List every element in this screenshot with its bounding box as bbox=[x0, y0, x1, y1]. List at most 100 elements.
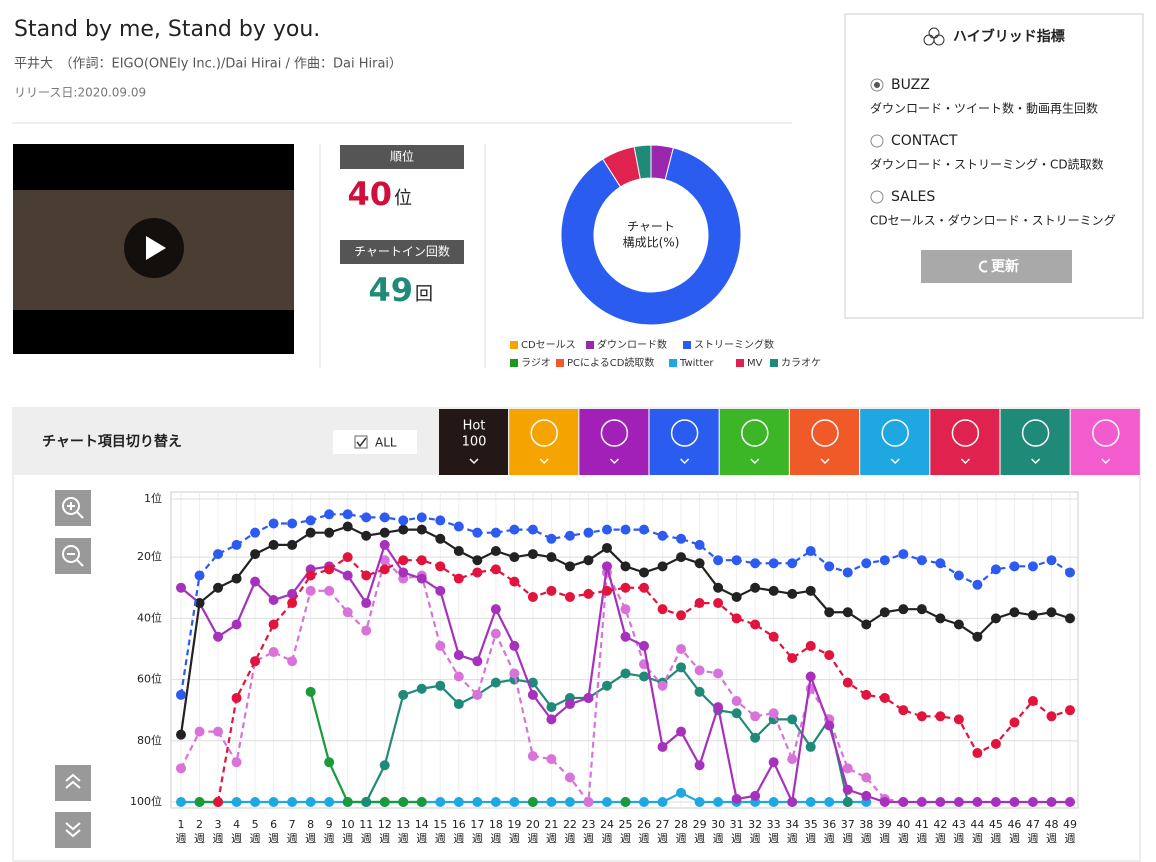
data-point[interactable] bbox=[768, 708, 779, 719]
data-point[interactable] bbox=[639, 567, 650, 578]
zoom-in[interactable] bbox=[55, 490, 91, 526]
data-point[interactable] bbox=[324, 757, 335, 768]
data-point[interactable] bbox=[527, 591, 538, 602]
data-point[interactable] bbox=[713, 555, 724, 566]
data-point[interactable] bbox=[824, 797, 835, 807]
data-point[interactable] bbox=[490, 628, 501, 639]
data-point[interactable] bbox=[713, 797, 724, 807]
data-point[interactable] bbox=[509, 668, 520, 679]
data-point[interactable] bbox=[1065, 797, 1075, 807]
chart-tab[interactable] bbox=[790, 409, 859, 475]
data-point[interactable] bbox=[194, 570, 205, 581]
data-point[interactable] bbox=[657, 680, 668, 691]
data-point[interactable] bbox=[620, 668, 631, 679]
data-point[interactable] bbox=[324, 527, 335, 538]
data-point[interactable] bbox=[435, 797, 446, 807]
data-point[interactable] bbox=[305, 570, 316, 581]
data-point[interactable] bbox=[361, 598, 372, 609]
data-point[interactable] bbox=[231, 573, 242, 584]
data-point[interactable] bbox=[972, 797, 983, 807]
data-point[interactable] bbox=[435, 561, 446, 572]
data-point[interactable] bbox=[527, 549, 538, 560]
data-point[interactable] bbox=[731, 591, 742, 602]
data-point[interactable] bbox=[601, 585, 612, 596]
chart-tab[interactable] bbox=[1000, 409, 1070, 475]
data-point[interactable] bbox=[509, 524, 520, 535]
data-point[interactable] bbox=[750, 711, 761, 722]
data-point[interactable] bbox=[268, 518, 279, 529]
data-point[interactable] bbox=[768, 757, 779, 768]
data-point[interactable] bbox=[176, 763, 186, 774]
data-point[interactable] bbox=[916, 604, 927, 615]
data-point[interactable] bbox=[731, 555, 742, 566]
data-point[interactable] bbox=[620, 631, 631, 642]
data-point[interactable] bbox=[416, 573, 427, 584]
data-point[interactable] bbox=[1065, 567, 1075, 578]
data-point[interactable] bbox=[620, 604, 631, 615]
data-point[interactable] bbox=[194, 726, 205, 737]
data-point[interactable] bbox=[601, 524, 612, 535]
data-point[interactable] bbox=[194, 797, 205, 807]
data-point[interactable] bbox=[657, 797, 668, 807]
data-point[interactable] bbox=[935, 711, 946, 722]
data-point[interactable] bbox=[324, 797, 335, 807]
data-point[interactable] bbox=[1027, 696, 1038, 706]
data-point[interactable] bbox=[787, 588, 798, 599]
data-point[interactable] bbox=[676, 552, 687, 563]
data-point[interactable] bbox=[250, 797, 261, 807]
data-point[interactable] bbox=[1027, 561, 1038, 572]
data-point[interactable] bbox=[676, 643, 687, 654]
data-point[interactable] bbox=[453, 650, 464, 661]
data-point[interactable] bbox=[916, 711, 927, 722]
data-point[interactable] bbox=[379, 760, 390, 771]
data-point[interactable] bbox=[379, 564, 390, 575]
data-point[interactable] bbox=[342, 797, 353, 807]
data-point[interactable] bbox=[398, 555, 409, 566]
data-point[interactable] bbox=[731, 708, 742, 719]
data-point[interactable] bbox=[379, 539, 390, 550]
data-point[interactable] bbox=[694, 760, 705, 771]
data-point[interactable] bbox=[342, 607, 353, 618]
data-point[interactable] bbox=[879, 797, 890, 807]
data-point[interactable] bbox=[861, 790, 872, 801]
data-point[interactable] bbox=[453, 521, 464, 532]
data-point[interactable] bbox=[287, 539, 298, 550]
data-point[interactable] bbox=[750, 790, 761, 801]
data-point[interactable] bbox=[287, 588, 298, 599]
data-point[interactable] bbox=[639, 640, 650, 651]
data-point[interactable] bbox=[787, 714, 798, 725]
data-point[interactable] bbox=[564, 561, 575, 572]
data-point[interactable] bbox=[601, 797, 612, 807]
data-point[interactable] bbox=[657, 604, 668, 615]
data-point[interactable] bbox=[416, 683, 427, 694]
data-point[interactable] bbox=[342, 521, 353, 532]
data-point[interactable] bbox=[1065, 613, 1075, 624]
data-point[interactable] bbox=[676, 662, 687, 673]
data-point[interactable] bbox=[768, 558, 779, 569]
data-point[interactable] bbox=[898, 549, 909, 560]
data-point[interactable] bbox=[750, 732, 761, 743]
data-point[interactable] bbox=[639, 524, 650, 535]
data-point[interactable] bbox=[250, 549, 261, 560]
data-point[interactable] bbox=[879, 692, 890, 703]
data-point[interactable] bbox=[250, 527, 261, 538]
data-point[interactable] bbox=[731, 793, 742, 804]
data-point[interactable] bbox=[527, 524, 538, 535]
data-point[interactable] bbox=[416, 524, 427, 535]
data-point[interactable] bbox=[287, 598, 298, 609]
data-point[interactable] bbox=[1009, 717, 1020, 728]
data-point[interactable] bbox=[231, 797, 242, 807]
data-point[interactable] bbox=[842, 677, 853, 688]
data-point[interactable] bbox=[231, 619, 242, 630]
data-point[interactable] bbox=[824, 561, 835, 572]
data-point[interactable] bbox=[1027, 797, 1038, 807]
data-point[interactable] bbox=[527, 797, 538, 807]
data-point[interactable] bbox=[1046, 555, 1057, 566]
chart-tab[interactable] bbox=[649, 409, 719, 475]
data-point[interactable] bbox=[268, 647, 279, 658]
data-point[interactable] bbox=[176, 689, 186, 700]
chart-tab[interactable] bbox=[930, 409, 1000, 475]
data-point[interactable] bbox=[546, 714, 557, 725]
data-point[interactable] bbox=[268, 595, 279, 605]
data-point[interactable] bbox=[287, 518, 298, 529]
